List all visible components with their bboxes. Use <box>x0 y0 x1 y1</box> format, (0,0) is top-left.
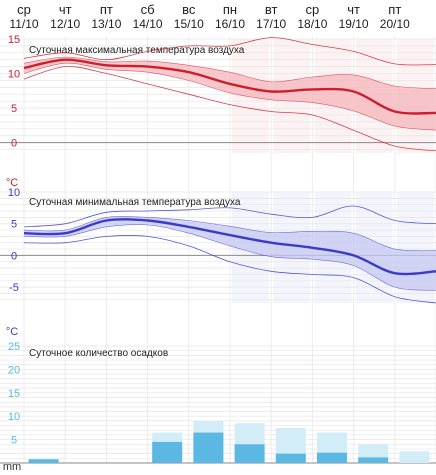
day-label: чт 19/10 <box>333 2 375 32</box>
day-name: пн <box>222 2 238 17</box>
extreme-line <box>23 37 436 66</box>
y-tick-label: 10 <box>8 411 20 423</box>
unit-label: °C <box>6 177 18 189</box>
y-tick-label: 5 <box>11 103 17 115</box>
day-date: 13/10 <box>91 17 122 31</box>
quartile-line <box>23 56 436 89</box>
day-date: 20/10 <box>379 17 410 31</box>
panel-title: Суточное количество осадков <box>29 348 168 359</box>
day-date: 17/10 <box>256 17 287 31</box>
y-tick-label: 15 <box>8 34 20 46</box>
day-label: ср 18/10 <box>291 2 333 32</box>
y-tick-label: 10 <box>8 187 20 199</box>
day-label: сб 14/10 <box>127 2 169 32</box>
precip-bar <box>275 453 306 463</box>
precip-range-bar <box>399 451 430 463</box>
day-date: 16/10 <box>214 17 246 31</box>
day-label: пт 13/10 <box>85 2 127 32</box>
day-name: ср <box>17 2 31 17</box>
unit-label: °C <box>6 326 18 338</box>
day-name: чт <box>347 2 360 17</box>
quartile-line <box>23 224 436 291</box>
precip-bar <box>317 452 347 463</box>
day-name: вс <box>182 2 196 17</box>
day-name: пт <box>388 2 402 17</box>
extreme-line <box>23 234 436 304</box>
day-label: чт 12/10 <box>44 2 86 32</box>
panel-title: Суточная минимальная температура воздуха <box>29 197 241 208</box>
day-name: сб <box>140 2 155 17</box>
day-label: вт 17/10 <box>250 2 292 32</box>
day-label: вс 15/10 <box>168 2 210 32</box>
y-tick-label: 5 <box>11 219 17 231</box>
day-label: пт 20/10 <box>374 2 416 32</box>
mean-line <box>23 218 436 276</box>
day-date: 11/10 <box>9 17 39 31</box>
mean-line <box>23 58 436 115</box>
day-date: 18/10 <box>297 17 328 31</box>
precip-bar <box>193 432 224 463</box>
day-name: пт <box>99 2 113 17</box>
day-label: пн 16/10 <box>209 2 251 32</box>
extreme-line <box>23 66 436 152</box>
day-date: 19/10 <box>338 17 369 31</box>
y-tick-label: 20 <box>8 364 20 376</box>
quartile-line <box>23 62 436 131</box>
spread-band <box>24 216 436 291</box>
y-tick-label: 0 <box>11 250 17 262</box>
day-name: вт <box>264 2 278 17</box>
unit-label: mm <box>3 461 21 473</box>
y-tick-label: 15 <box>8 388 20 400</box>
panel-title: Суточная максимальная температура воздух… <box>29 45 245 56</box>
day-name: ср <box>305 2 320 17</box>
day-date: 15/10 <box>173 17 204 31</box>
y-tick-label: 0 <box>11 138 17 150</box>
y-tick-label: 25 <box>8 341 20 353</box>
day-label: ср 11/10 <box>3 2 45 32</box>
precip-bar <box>234 444 265 463</box>
y-tick-label: -5 <box>9 282 19 294</box>
day-date: 12/10 <box>50 17 81 31</box>
day-header: ср 11/10 чт 12/10 пт 13/10 сб 14/10 вс 15/10 пн 16/… <box>0 0 436 36</box>
precip-bar <box>358 457 389 463</box>
day-name: чт <box>58 2 72 17</box>
y-tick-label: 5 <box>11 435 17 447</box>
day-date: 14/10 <box>132 17 163 31</box>
quartile-line <box>23 216 436 251</box>
precip-bar <box>28 459 59 463</box>
y-tick-label: 10 <box>8 69 20 81</box>
extreme-line <box>23 205 436 228</box>
precip-bar <box>152 441 183 463</box>
